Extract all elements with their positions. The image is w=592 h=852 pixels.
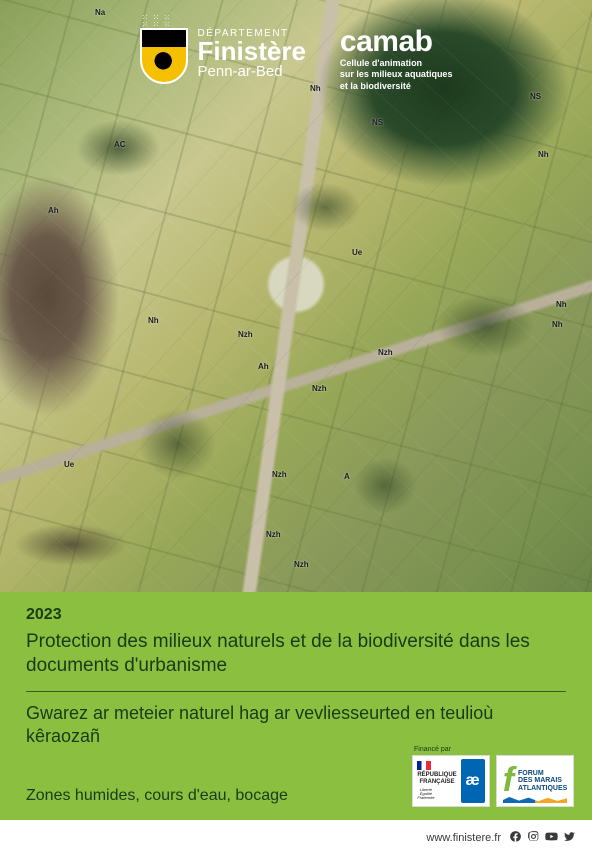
sponsor-section: Financé par RÉPUBLIQUE FRANÇAISE Liberté… bbox=[412, 746, 574, 807]
year: 2023 bbox=[26, 606, 566, 624]
agence-eau-icon: æ bbox=[461, 759, 485, 803]
zone-label: Nzh bbox=[294, 560, 309, 569]
title-breton: Gwarez ar meteier naturel hag ar vevlies… bbox=[26, 702, 566, 749]
french-flag-icon bbox=[417, 761, 431, 770]
zone-label: Nh bbox=[552, 320, 563, 329]
zone-label: Nzh bbox=[312, 384, 327, 393]
camab-tagline-2: sur les milieux aquatiques bbox=[340, 69, 453, 80]
zone-label: Nzh bbox=[266, 530, 281, 539]
facebook-icon bbox=[509, 830, 522, 846]
zone-label: Ah bbox=[48, 206, 59, 215]
forum-marais-logo: f FORUM DES MARAIS ATLANTIQUES bbox=[496, 755, 574, 807]
zone-label: Nzh bbox=[378, 348, 393, 357]
title-french: Protection des milieux naturels et de la… bbox=[26, 630, 566, 679]
zone-label: Nh bbox=[148, 316, 159, 325]
instagram-icon bbox=[527, 830, 540, 846]
zone-label: Na bbox=[95, 8, 105, 17]
finistere-logo: ⁙ ⁙ ⁙⁙ ⁙ ⁙ DÉPARTEMENT Finistère Penn-ar… bbox=[140, 28, 306, 92]
finistere-shield-icon bbox=[140, 28, 188, 84]
fma-label: FORUM DES MARAIS ATLANTIQUES bbox=[518, 770, 567, 792]
zone-label: NS bbox=[530, 92, 541, 101]
zone-label: Ue bbox=[64, 460, 74, 469]
camab-tagline-3: et la biodiversité bbox=[340, 81, 453, 92]
header-logos: ⁙ ⁙ ⁙⁙ ⁙ ⁙ DÉPARTEMENT Finistère Penn-ar… bbox=[0, 28, 592, 92]
zone-label: A bbox=[344, 472, 350, 481]
financed-label: Financé par bbox=[414, 746, 451, 753]
camab-logo: camab Cellule d'animation sur les milieu… bbox=[340, 28, 453, 92]
ermine-dots-icon: ⁙ ⁙ ⁙⁙ ⁙ ⁙ bbox=[142, 14, 186, 28]
zone-label: NS bbox=[372, 118, 383, 127]
rf-label: RÉPUBLIQUE FRANÇAISE bbox=[417, 772, 456, 785]
youtube-icon bbox=[545, 830, 558, 846]
footer-url: www.finistere.fr bbox=[426, 832, 501, 844]
camab-tagline-1: Cellule d'animation bbox=[340, 58, 453, 69]
finistere-subtitle: Penn-ar-Bed bbox=[198, 64, 306, 81]
rf-motto: Liberté Égalité Fraternité bbox=[417, 788, 434, 801]
camab-name: camab bbox=[340, 28, 453, 55]
zone-label: AC bbox=[114, 140, 126, 149]
zone-label: Nh bbox=[556, 300, 567, 309]
finistere-name: Finistère bbox=[198, 39, 306, 64]
zone-label: Nzh bbox=[238, 330, 253, 339]
title-panel: 2023 Protection des milieux naturels et … bbox=[0, 592, 592, 820]
zone-label: Nzh bbox=[272, 470, 287, 479]
twitter-icon bbox=[563, 830, 576, 846]
subtitle: Zones humides, cours d'eau, bocage bbox=[26, 786, 288, 807]
republique-francaise-logo: RÉPUBLIQUE FRANÇAISE Liberté Égalité Fra… bbox=[412, 755, 490, 807]
fma-f-icon: f bbox=[503, 769, 514, 793]
footer: www.finistere.fr bbox=[426, 830, 576, 846]
zone-label: Nh bbox=[538, 150, 549, 159]
zone-label: Ah bbox=[258, 362, 269, 371]
zone-label: Ue bbox=[352, 248, 362, 257]
divider bbox=[26, 691, 566, 692]
